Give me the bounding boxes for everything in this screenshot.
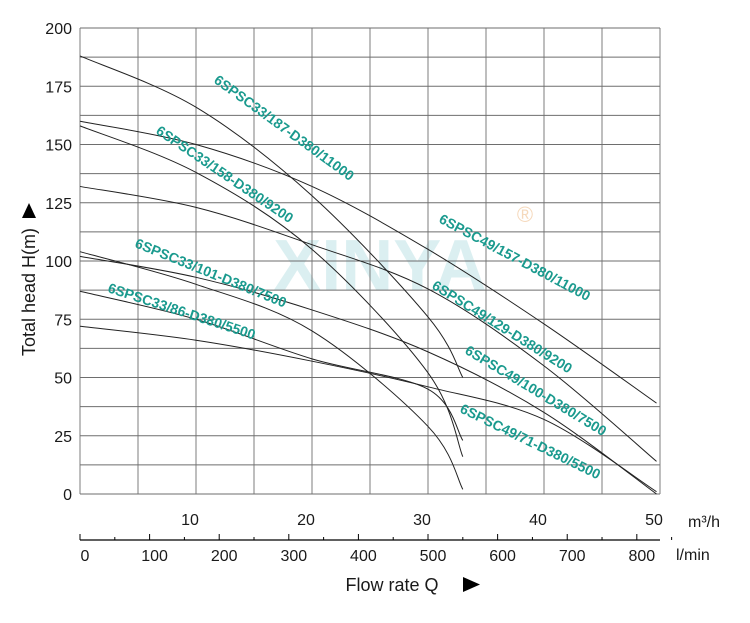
secondary-x-tick-label: 400	[350, 548, 377, 565]
secondary-x-tick-label: 100	[141, 548, 168, 565]
series-line	[79, 251, 464, 490]
y-tick-label: 0	[63, 487, 72, 504]
x-tick-label: 20	[297, 512, 315, 529]
secondary-x-tick-label: 300	[280, 548, 307, 565]
series-line	[79, 290, 464, 441]
x-unit-secondary: l/min	[676, 547, 710, 564]
y-axis-arrow-icon	[22, 203, 36, 218]
y-axis-title: Total head H(m)	[19, 228, 39, 356]
y-tick-label: 150	[45, 138, 72, 155]
series-line	[79, 120, 657, 404]
secondary-x-tick-label: 500	[420, 548, 447, 565]
x-axis-title: Flow rate Q	[345, 575, 438, 595]
series-line	[79, 325, 657, 493]
series-line	[79, 255, 657, 495]
secondary-x-tick-label: 200	[211, 548, 238, 565]
secondary-x-tick-label: 800	[628, 548, 655, 565]
y-tick-label: 75	[54, 312, 72, 329]
y-tick-label: 25	[54, 429, 72, 446]
y-tick-label: 50	[54, 371, 72, 388]
y-tick-label: 125	[45, 196, 72, 213]
y-tick-label: 175	[45, 79, 72, 96]
series-line	[79, 185, 657, 462]
x-axis-arrow-icon	[463, 577, 480, 592]
x-unit-primary: m³/h	[688, 514, 720, 531]
registered-mark-icon: ®	[517, 202, 533, 227]
series-line	[79, 55, 464, 378]
chart-grid	[79, 27, 661, 495]
y-tick-label: 100	[45, 254, 72, 271]
watermark-layer: XINYA ®	[273, 202, 533, 306]
y-tick-label: 200	[45, 21, 72, 38]
x-tick-label: 30	[413, 512, 431, 529]
watermark-text: XINYA	[273, 226, 486, 306]
x-tick-label: 50	[645, 512, 663, 529]
curve-label: 6SPSC33/158-D380/9200	[153, 122, 296, 226]
secondary-x-tick-label: 700	[559, 548, 586, 565]
curve-layer	[79, 55, 657, 495]
curve-label: 6SPSC33/187-D380/11000	[211, 71, 357, 183]
series-line	[79, 125, 464, 457]
secondary-x-tick-label: 0	[81, 548, 90, 565]
x-tick-label: 10	[181, 512, 199, 529]
x-tick-label: 40	[529, 512, 547, 529]
secondary-x-tick-label: 600	[489, 548, 516, 565]
